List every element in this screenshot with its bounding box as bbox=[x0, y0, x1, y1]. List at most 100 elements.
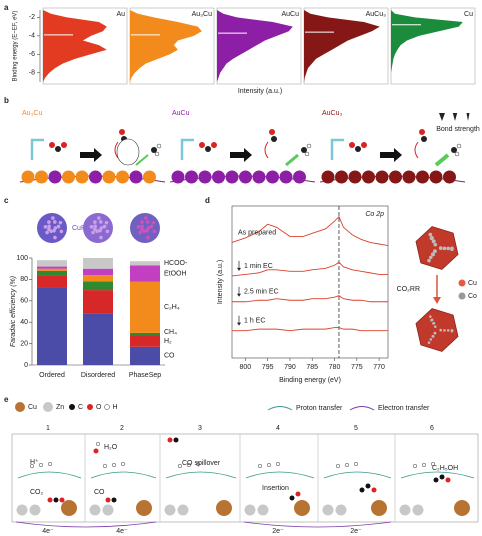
bar-segment bbox=[37, 266, 67, 269]
atom bbox=[335, 463, 341, 469]
legend-label: H₂ bbox=[164, 338, 172, 345]
series-label: Cu bbox=[464, 11, 473, 18]
atom bbox=[130, 213, 160, 243]
atom bbox=[445, 477, 451, 483]
atom bbox=[51, 216, 55, 220]
atom bbox=[102, 504, 114, 516]
bar-segment bbox=[83, 281, 113, 291]
bond-icon bbox=[452, 113, 458, 121]
alloy-label: AuCu₃ bbox=[322, 110, 343, 117]
y-tick-label: -6 bbox=[29, 51, 35, 58]
atom bbox=[105, 497, 111, 503]
x-tick-label: 800 bbox=[240, 364, 252, 371]
atom bbox=[58, 220, 63, 225]
atom bbox=[451, 147, 457, 153]
atom bbox=[140, 220, 144, 224]
atom bbox=[355, 146, 361, 152]
atom bbox=[344, 462, 350, 468]
process-arrow bbox=[80, 148, 102, 162]
atom bbox=[143, 170, 156, 184]
atom bbox=[47, 461, 53, 467]
atom bbox=[402, 170, 416, 184]
atom bbox=[49, 142, 55, 148]
bar-segment bbox=[37, 268, 67, 271]
atom bbox=[129, 170, 143, 184]
proton-arrow bbox=[165, 471, 237, 479]
atom bbox=[438, 246, 443, 251]
atom bbox=[136, 225, 141, 229]
atom bbox=[252, 170, 266, 184]
bar-segment bbox=[83, 268, 113, 276]
bar-segment bbox=[130, 332, 160, 336]
atom bbox=[295, 491, 301, 497]
step-number: 3 bbox=[198, 425, 202, 432]
electron-label: 4e⁻ bbox=[116, 528, 128, 535]
atom bbox=[136, 500, 152, 516]
atom bbox=[428, 232, 433, 237]
atom bbox=[29, 463, 35, 469]
x-tick-label: 785 bbox=[306, 364, 318, 371]
atom bbox=[38, 462, 44, 468]
atom bbox=[427, 258, 431, 263]
series-label: Au₃Cu bbox=[192, 11, 212, 18]
process-arrow bbox=[380, 148, 402, 162]
atom bbox=[433, 325, 437, 328]
atom bbox=[279, 170, 293, 184]
atom bbox=[335, 504, 347, 516]
atom bbox=[47, 220, 51, 224]
atom bbox=[102, 170, 116, 184]
atom bbox=[185, 170, 198, 184]
atom bbox=[375, 170, 389, 184]
atom bbox=[99, 235, 103, 240]
atom bbox=[47, 227, 51, 232]
atom bbox=[45, 230, 49, 235]
species-label: CO bbox=[94, 489, 105, 496]
atom bbox=[429, 255, 433, 260]
bar-segment bbox=[37, 270, 67, 276]
spectrum-line bbox=[232, 295, 388, 303]
x-tick-label: Disordered bbox=[81, 372, 115, 379]
electron-arrow bbox=[243, 521, 392, 528]
process-arrow bbox=[230, 148, 252, 162]
atom bbox=[216, 500, 232, 516]
bar-segment bbox=[83, 258, 113, 269]
legend-label: HCOO- bbox=[164, 260, 188, 267]
bond-strength-label: Bond strength bbox=[436, 126, 480, 133]
atom bbox=[56, 224, 61, 229]
atom bbox=[266, 462, 272, 468]
bubble bbox=[116, 138, 140, 166]
panel-label: e bbox=[4, 395, 9, 404]
x-tick-label: 780 bbox=[329, 364, 341, 371]
proton-arrow bbox=[180, 138, 194, 160]
y-axis-label: Binding energy (E−EF, eV) bbox=[13, 11, 19, 82]
proton-arrow bbox=[330, 138, 344, 160]
atom bbox=[48, 170, 62, 184]
legend-label: Proton transfer bbox=[296, 405, 343, 412]
atom bbox=[211, 142, 217, 148]
atom bbox=[431, 334, 435, 338]
atom bbox=[116, 170, 129, 184]
atom bbox=[432, 239, 436, 243]
legend-arrow bbox=[349, 406, 375, 411]
atom bbox=[416, 170, 429, 184]
atom bbox=[421, 462, 427, 468]
atom bbox=[119, 129, 125, 135]
y-axis-label: Faradaic efficiency (%) bbox=[10, 276, 17, 347]
atom bbox=[111, 462, 117, 468]
atom bbox=[47, 497, 53, 503]
atom bbox=[104, 404, 110, 410]
atom bbox=[89, 225, 94, 229]
dos-area bbox=[304, 10, 380, 82]
atom bbox=[362, 170, 375, 184]
atom bbox=[37, 213, 67, 243]
atom bbox=[361, 142, 367, 148]
atom bbox=[98, 228, 102, 233]
atom bbox=[430, 236, 434, 240]
atom bbox=[349, 142, 355, 148]
bond-icon bbox=[466, 113, 470, 121]
inset-label: CuPd bbox=[72, 225, 90, 232]
arrow-head bbox=[237, 267, 241, 271]
atom bbox=[140, 224, 144, 229]
atom bbox=[198, 170, 212, 184]
legend-label: Cu bbox=[468, 280, 477, 287]
